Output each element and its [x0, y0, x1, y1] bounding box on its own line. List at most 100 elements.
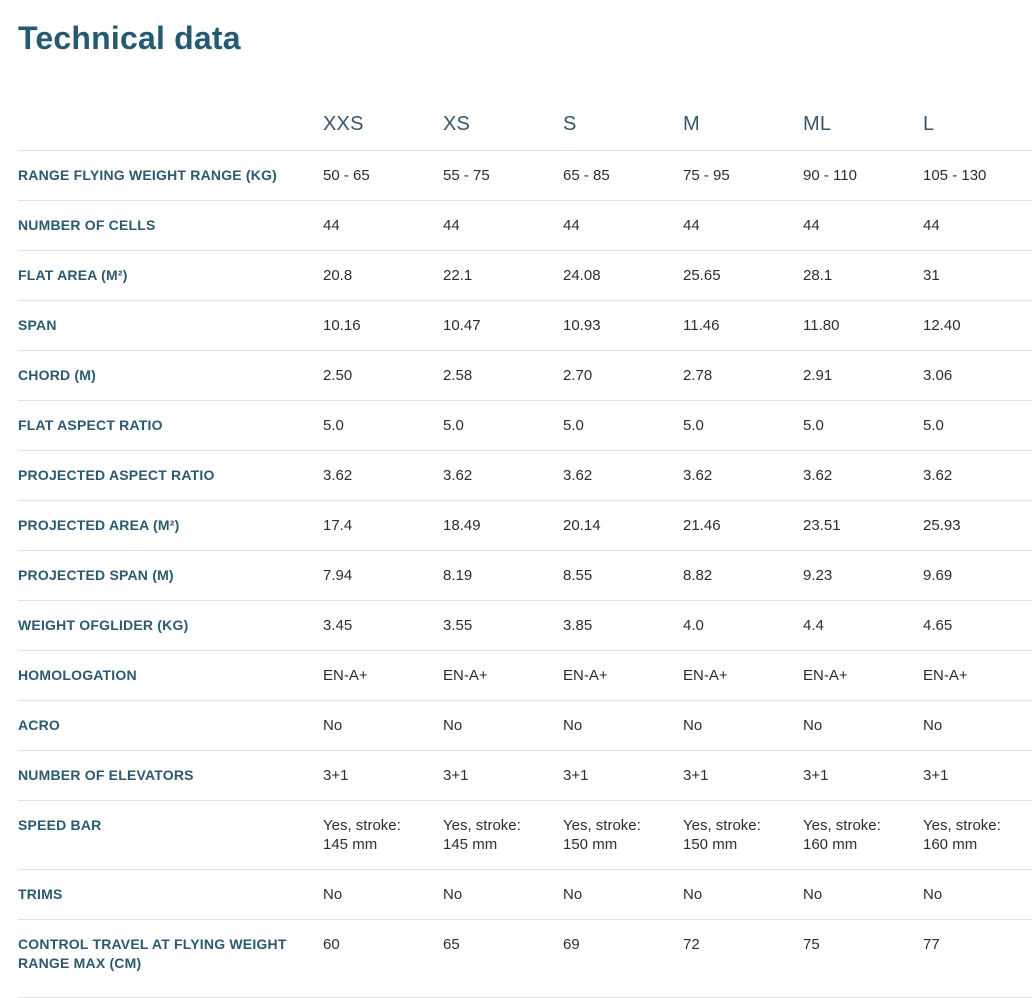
cell-value: 105 - 130 [923, 167, 987, 184]
cell-value: EN-A+ [563, 667, 608, 684]
cell-value: 20.8 [323, 267, 353, 284]
cell-value: 3.62 [803, 467, 833, 484]
cell-value: 3.55 [443, 617, 473, 634]
cell-value: 3.06 [923, 367, 953, 384]
cell-value: No [323, 886, 343, 903]
cell-value: 5.0 [683, 417, 704, 434]
technical-data-table: XXS XS S M ML L RANGE FLYING WEIGHT RANGE (KG… [18, 103, 1032, 998]
row-label: CHORD (M) [18, 367, 97, 383]
cell-value: 3.85 [563, 617, 593, 634]
cell-value: 3.45 [323, 617, 353, 634]
cell-value: 77 [923, 936, 940, 953]
size-column-header: M [683, 113, 700, 135]
cell-value: 90 - 110 [803, 167, 857, 184]
cell-value: No [923, 717, 943, 734]
row-label: NUMBER OF ELEVATORS [18, 767, 194, 783]
cell-value: 18.49 [443, 517, 481, 534]
cell-value: EN-A+ [443, 667, 488, 684]
cell-value: 8.19 [443, 567, 473, 584]
cell-value: 72 [683, 936, 700, 953]
cell-value: 50 - 65 [323, 167, 370, 184]
cell-value: 60 [323, 936, 340, 953]
row-label: PROJECTED AREA (M²) [18, 517, 180, 533]
cell-value: 3+1 [563, 767, 589, 784]
cell-value: 2.50 [323, 367, 353, 384]
row-label: SPEED BAR [18, 817, 102, 833]
cell-value: 7.94 [323, 567, 353, 584]
cell-value: 3+1 [923, 767, 949, 784]
cell-value: 28.1 [803, 267, 833, 284]
cell-value: 5.0 [803, 417, 824, 434]
table-row: HOMOLOGATION EN-A+ EN-A+ EN-A+ EN-A+ EN-A+ EN-… [18, 650, 1032, 700]
cell-value: 20.14 [563, 517, 601, 534]
cell-value: 55 - 75 [443, 167, 490, 184]
cell-value: 2.58 [443, 367, 473, 384]
table-row: PROJECTED AREA (M²) 17.4 18.49 20.14 21.46 23… [18, 500, 1032, 550]
cell-value: 44 [803, 217, 820, 234]
cell-value: 25.65 [683, 267, 721, 284]
cell-value: 23.51 [803, 517, 841, 534]
cell-value: 3+1 [803, 767, 829, 784]
table-row: FLAT AREA (M²) 20.8 22.1 24.08 25.65 28.1 31 [18, 250, 1032, 300]
table-row: CHORD (M) 2.50 2.58 2.70 2.78 2.91 3.06 [18, 350, 1032, 400]
table-row: WEIGHT OFGLIDER (KG) 3.45 3.55 3.85 4.0 4.4 4.… [18, 600, 1032, 650]
row-label: FLAT ASPECT RATIO [18, 417, 163, 433]
cell-value: 2.78 [683, 367, 713, 384]
cell-value: 11.46 [683, 317, 720, 334]
table-row: CONTROL TRAVEL AT FLYING WEIGHT RANGE MA… [18, 919, 1032, 997]
cell-value: Yes, stroke: 160 mm [923, 817, 1001, 853]
cell-value: No [563, 717, 583, 734]
cell-value: 44 [443, 217, 460, 234]
cell-value: 4.65 [923, 617, 953, 634]
size-column-header: XS [443, 113, 471, 135]
cell-value: 44 [683, 217, 700, 234]
cell-value: No [683, 886, 703, 903]
table-row: ACRO No No No No No No [18, 700, 1032, 750]
cell-value: EN-A+ [923, 667, 968, 684]
row-label: HOMOLOGATION [18, 667, 137, 683]
cell-value: 12.40 [923, 317, 961, 334]
cell-value: 25.93 [923, 517, 961, 534]
row-label: PROJECTED SPAN (M) [18, 567, 174, 583]
cell-value: 4.4 [803, 617, 824, 634]
table-row: NUMBER OF ELEVATORS 3+1 3+1 3+1 3+1 3+1 3+1 [18, 750, 1032, 800]
table-row: SPEED BAR Yes, stroke: 145 mm Yes, stroke:… [18, 800, 1032, 869]
cell-value: 3+1 [443, 767, 469, 784]
cell-value: 3+1 [323, 767, 349, 784]
cell-value: 5.0 [443, 417, 464, 434]
cell-value: 9.23 [803, 567, 833, 584]
cell-value: No [683, 717, 703, 734]
cell-value: EN-A+ [323, 667, 368, 684]
cell-value: EN-A+ [683, 667, 728, 684]
cell-value: EN-A+ [803, 667, 848, 684]
row-label: PROJECTED ASPECT RATIO [18, 467, 215, 483]
size-column-header: ML [803, 113, 832, 135]
cell-value: 2.70 [563, 367, 593, 384]
cell-value: 65 [443, 936, 460, 953]
cell-value: 3.62 [683, 467, 713, 484]
cell-value: Yes, stroke: 145 mm [443, 817, 521, 853]
cell-value: 17.4 [323, 517, 353, 534]
cell-value: 44 [563, 217, 580, 234]
cell-value: Yes, stroke: 150 mm [683, 817, 761, 853]
cell-value: 24.08 [563, 267, 601, 284]
cell-value: 10.16 [323, 317, 361, 334]
table-row: NUMBER OF CELLS 44 44 44 44 44 44 [18, 200, 1032, 250]
cell-value: Yes, stroke: 145 mm [323, 817, 401, 853]
row-label: CONTROL TRAVEL AT FLYING WEIGHT RANGE MA… [18, 936, 287, 971]
cell-value: 75 - 95 [683, 167, 730, 184]
cell-value: 75 [803, 936, 820, 953]
page-title: Technical data [18, 20, 241, 56]
table-row: PROJECTED ASPECT RATIO 3.62 3.62 3.62 3.62 3.… [18, 450, 1032, 500]
cell-value: 22.1 [443, 267, 473, 284]
size-column-header: XXS [323, 113, 364, 135]
cell-value: No [443, 886, 463, 903]
cell-value: No [323, 717, 343, 734]
table-row: FLAT ASPECT RATIO 5.0 5.0 5.0 5.0 5.0 5.0 [18, 400, 1032, 450]
cell-value: 4.0 [683, 617, 704, 634]
row-label: NUMBER OF CELLS [18, 217, 156, 233]
size-column-header: L [923, 113, 935, 135]
cell-value: 8.82 [683, 567, 713, 584]
cell-value: 11.80 [803, 317, 840, 334]
